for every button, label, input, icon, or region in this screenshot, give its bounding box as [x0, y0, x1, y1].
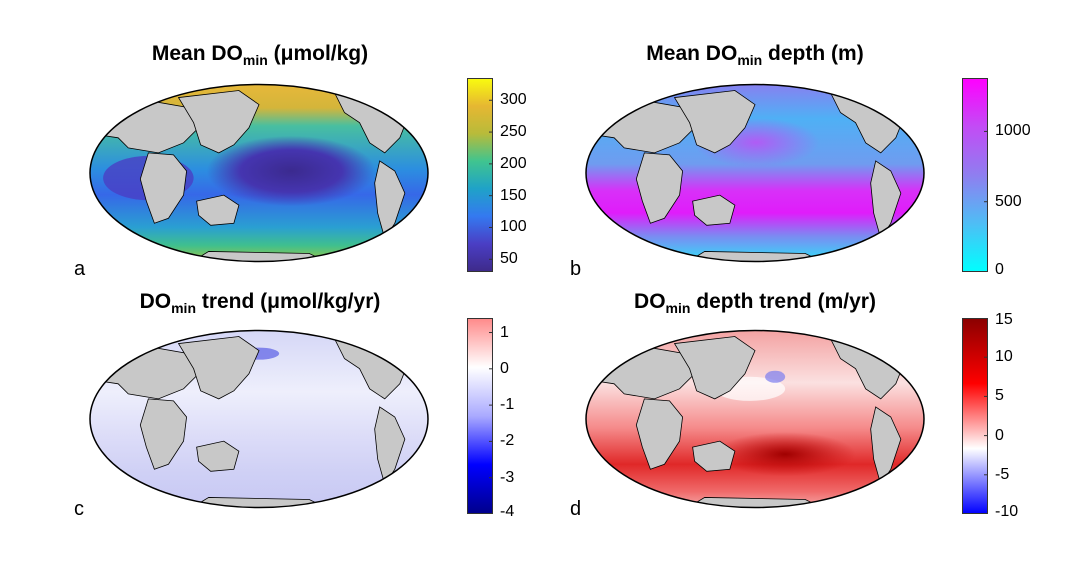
colorbar-gradient	[467, 318, 493, 514]
colorbar-tick-label: 100	[500, 218, 527, 236]
panel-d-title: DOmin depth trend (m/yr)	[634, 290, 876, 316]
colorbar-tick-label: -5	[995, 465, 1010, 483]
colorbar-gradient	[962, 318, 988, 514]
colorbar-d-ticks: 15 10 5 0 -5 -10	[995, 312, 1045, 520]
colorbar-tick-label: 500	[995, 192, 1022, 210]
colorbar-tick-label: 0	[500, 359, 509, 377]
colorbar-tick-label: 1	[500, 323, 509, 341]
map-c	[89, 329, 429, 509]
colorbar-tick-label: -4	[500, 503, 515, 520]
colorbar-tick-label: 150	[500, 186, 527, 204]
colorbar-tick-label: 50	[500, 250, 518, 268]
colorbar-a-ticks: 300 250 200 150 100 50	[500, 78, 550, 272]
map-b	[585, 83, 925, 263]
colorbar-tick-label: 250	[500, 123, 527, 141]
colorbar-tick-label: 1000	[995, 122, 1031, 140]
colorbar-c	[467, 318, 493, 514]
colorbar-b-ticks: 1000 500 0	[995, 78, 1045, 278]
colorbar-tick-label: -1	[500, 396, 515, 414]
colorbar-tick-label: -10	[995, 503, 1019, 520]
panel-letter-c: c	[74, 498, 84, 520]
colorbar-tick-label: 15	[995, 311, 1013, 328]
colorbar-tick-label: 200	[500, 154, 527, 172]
colorbar-tick-label: -2	[500, 432, 515, 450]
land-masses	[586, 336, 907, 508]
panel-letter-b: b	[570, 258, 582, 280]
panel-a-title: Mean DOmin (μmol/kg)	[151, 42, 369, 68]
colorbar-tick-label: -3	[500, 468, 515, 486]
map-d	[585, 329, 925, 509]
colorbar-gradient	[467, 78, 493, 272]
colorbar-tick-label: 300	[500, 91, 527, 109]
colorbar-a	[467, 78, 493, 272]
map-a	[89, 83, 429, 263]
panel-letter-d: d	[570, 498, 582, 520]
panel-b-title: Mean DOmin depth (m)	[646, 42, 864, 68]
colorbar-tick-label: 5	[995, 387, 1004, 405]
colorbar-tick-label: 10	[995, 348, 1013, 366]
colorbar-d	[962, 318, 988, 514]
colorbar-gradient	[962, 78, 988, 272]
colorbar-b	[962, 78, 988, 272]
panel-letter-a: a	[74, 258, 86, 280]
panel-c-title: DOmin trend (μmol/kg/yr)	[139, 290, 381, 316]
colorbar-c-ticks: 1 0 -1 -2 -3 -4	[500, 318, 550, 519]
land-masses	[90, 336, 411, 508]
colorbar-tick-label: 0	[995, 261, 1004, 278]
colorbar-tick-label: 0	[995, 426, 1004, 444]
